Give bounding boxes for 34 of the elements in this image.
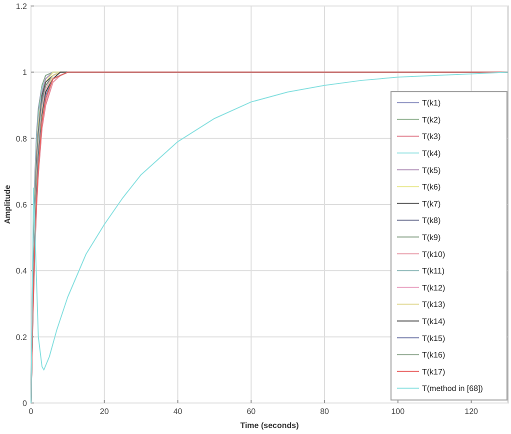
- x-axis-title: Time (seconds): [240, 421, 300, 430]
- y-axis-title: Amplitude: [3, 184, 12, 224]
- legend-label: T(k7): [422, 199, 441, 208]
- legend-label: T(k14): [422, 317, 446, 326]
- x-tick-label: 120: [464, 407, 479, 416]
- legend-label: T(k9): [422, 233, 441, 242]
- x-tick-label: 100: [391, 407, 406, 416]
- y-tick-label: 0.6: [16, 200, 28, 210]
- legend-label: T(k5): [422, 166, 441, 175]
- legend-label: T(k17): [422, 367, 446, 376]
- legend-label: T(k3): [422, 132, 441, 142]
- legend-label: T(k8): [422, 216, 441, 226]
- y-tick-label: 0.8: [16, 134, 28, 144]
- legend-label: T(k16): [422, 350, 446, 360]
- legend-label: T(k1): [422, 98, 441, 108]
- x-tick-label: 0: [28, 407, 34, 416]
- legend-label: T(k11): [422, 266, 445, 276]
- legend-label: T(method in [68]): [422, 384, 484, 394]
- x-tick-label: 80: [320, 407, 330, 416]
- x-tick-label: 20: [100, 407, 110, 416]
- legend-label: T(k6): [422, 182, 441, 192]
- y-tick-label: 0: [22, 399, 28, 408]
- legend-label: T(k12): [422, 283, 446, 292]
- y-tick-label: 0.2: [16, 332, 28, 342]
- legend-label: T(k13): [422, 300, 446, 310]
- y-tick-label: 0.4: [16, 266, 28, 276]
- y-tick-label: 1.2: [16, 2, 28, 11]
- legend-label: T(k10): [422, 250, 446, 259]
- legend-label: T(k4): [422, 149, 441, 158]
- legend-label: T(k2): [422, 115, 441, 124]
- x-tick-label: 60: [246, 407, 256, 416]
- y-tick-label: 1: [22, 68, 28, 78]
- x-tick-label: 40: [173, 407, 183, 416]
- legend-label: T(k15): [422, 334, 446, 343]
